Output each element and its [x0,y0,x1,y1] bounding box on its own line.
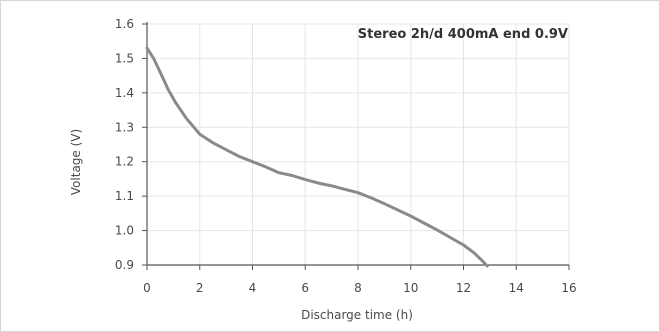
y-tick-label: 1.2 [115,155,134,169]
x-tick-label: 14 [509,281,524,295]
x-tick-label: 8 [354,281,362,295]
y-tick-label: 1.0 [115,224,134,238]
label-layer: 0 2 4 6 8 10 12 14 16 0.9 1.0 1.1 1.2 1.3 1.4 1.5 1.6 [115,17,577,295]
x-axis-title: Discharge time (h) [301,308,413,322]
y-tick-label: 0.9 [115,258,134,272]
x-tick-label: 10 [403,281,418,295]
y-axis-title: Voltage (V) [69,129,83,195]
grid-layer [147,23,570,265]
y-tick-label: 1.1 [115,189,134,203]
x-tick-label: 2 [196,281,204,295]
chart-title: Stereo 2h/d 400mA end 0.9V [358,27,568,42]
x-tick-label: 6 [301,281,309,295]
y-tick-label: 1.5 [115,51,134,65]
y-tick-label: 1.4 [115,86,134,100]
axes-layer [142,22,570,270]
y-tick-label: 1.6 [115,17,134,31]
y-tick-label: 1.3 [115,120,134,134]
x-tick-label: 12 [456,281,471,295]
x-tick-label: 4 [249,281,257,295]
series-layer [145,46,489,268]
x-tick-label: 0 [143,281,151,295]
series-line-voltage [145,46,489,268]
x-tick-label: 16 [561,281,576,295]
